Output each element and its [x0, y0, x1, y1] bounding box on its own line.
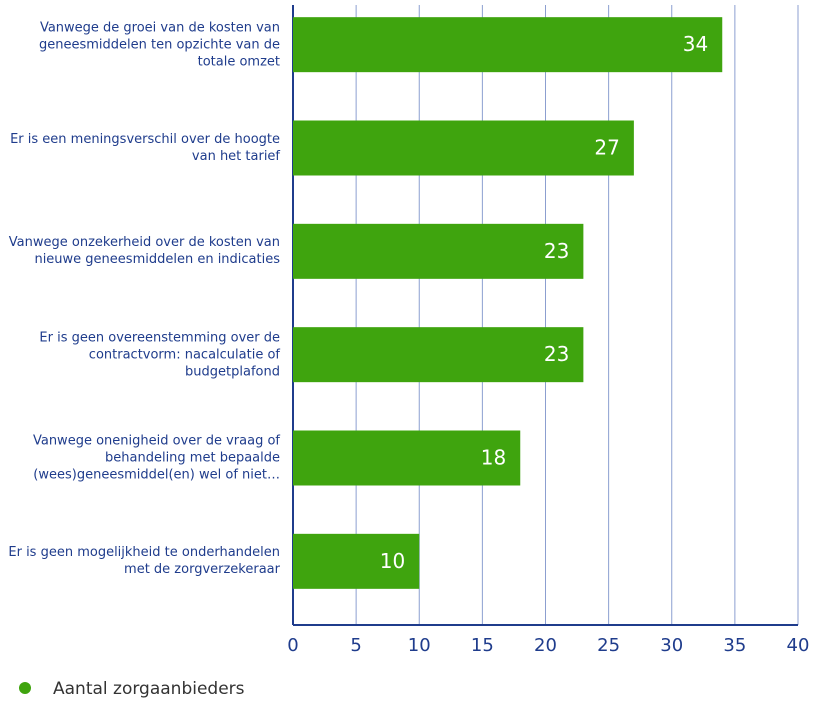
bar	[293, 533, 420, 589]
category-label: Er is geen mogelijkheid te onderhandelen…	[8, 545, 280, 578]
x-tick-label: 35	[723, 635, 746, 656]
value-label: 23	[544, 239, 569, 263]
bar	[293, 120, 634, 176]
value-label: 34	[683, 32, 708, 56]
bar	[293, 430, 521, 486]
category-label: Vanwege onenigheid over de vraag of beha…	[32, 433, 280, 483]
x-tick-label: 25	[597, 635, 620, 656]
value-label: 18	[481, 446, 506, 470]
value-label: 23	[544, 342, 569, 366]
legend-label: Aantal zorgaanbieders	[53, 679, 245, 699]
bar	[293, 17, 723, 73]
x-tick-label: 10	[408, 635, 431, 656]
x-tick-label: 30	[660, 635, 683, 656]
x-tick-label: 40	[787, 635, 810, 656]
value-label: 10	[380, 549, 405, 573]
x-tick-label: 0	[287, 635, 298, 656]
legend-marker	[19, 682, 31, 694]
x-tick-label: 5	[350, 635, 361, 656]
category-label: Er is een meningsverschil over de hoogte…	[10, 132, 280, 164]
category-label: Vanwege onzekerheid over de kosten van n…	[8, 235, 280, 268]
value-label: 27	[594, 136, 619, 160]
x-tick-label: 15	[471, 635, 494, 656]
bar	[293, 327, 584, 383]
bar	[293, 223, 584, 279]
category-label: Er is geen overeenstemming over de contr…	[39, 330, 280, 380]
category-label: Vanwege de groei van de kosten van genee…	[38, 20, 280, 70]
x-tick-label: 20	[534, 635, 557, 656]
